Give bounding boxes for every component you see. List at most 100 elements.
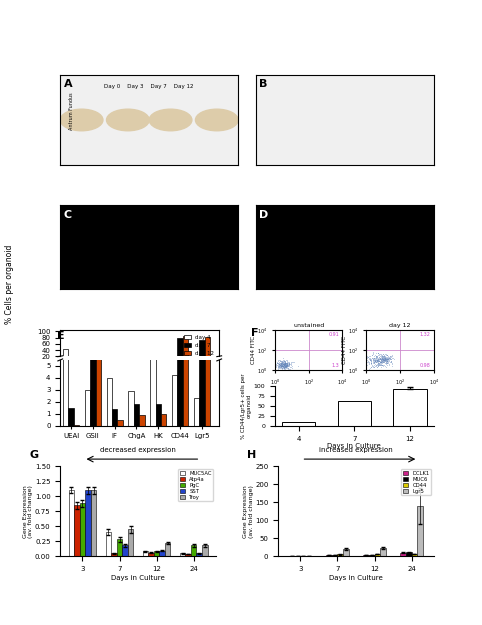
Point <box>363 351 371 361</box>
Point <box>281 359 288 369</box>
Text: 1.3: 1.3 <box>331 363 339 368</box>
Bar <box>202 546 208 556</box>
Point <box>382 358 389 368</box>
Point <box>286 357 294 367</box>
Point <box>280 358 288 368</box>
Bar <box>107 378 112 426</box>
Point <box>376 357 384 367</box>
Point <box>363 357 371 367</box>
Point <box>386 351 394 361</box>
Point <box>375 356 383 366</box>
Point <box>381 352 389 362</box>
Point <box>379 351 387 361</box>
Point <box>378 357 386 367</box>
Point <box>383 357 391 367</box>
Point <box>383 352 391 362</box>
Point <box>384 357 391 367</box>
Text: C: C <box>64 209 72 219</box>
Point <box>280 357 288 367</box>
Point <box>279 361 287 371</box>
Bar <box>128 529 134 556</box>
Point <box>279 361 287 371</box>
Point <box>367 359 375 369</box>
Point <box>377 362 385 372</box>
Bar <box>197 553 202 556</box>
Point <box>382 357 389 367</box>
Point <box>387 353 394 363</box>
Point <box>289 357 296 367</box>
Point <box>381 361 388 371</box>
Point <box>366 351 374 361</box>
Point <box>375 356 383 366</box>
Bar <box>204 0 210 426</box>
Point <box>387 357 394 367</box>
Point <box>281 359 288 369</box>
Point <box>382 353 390 363</box>
Point <box>280 363 287 373</box>
Point <box>276 360 283 370</box>
Bar <box>74 424 80 426</box>
Point <box>368 353 375 363</box>
Point <box>375 352 383 362</box>
Point <box>371 353 378 363</box>
Bar <box>107 361 112 362</box>
Point <box>284 359 292 369</box>
Point <box>371 355 379 365</box>
Point <box>274 359 282 369</box>
Point <box>282 358 290 368</box>
Point <box>382 355 389 365</box>
Point <box>278 364 286 374</box>
Bar <box>63 0 68 426</box>
Point <box>284 361 292 371</box>
Point <box>283 362 291 372</box>
Point <box>277 359 285 369</box>
Point <box>367 358 375 368</box>
Point <box>285 359 293 369</box>
Y-axis label: CD44 FITC: CD44 FITC <box>342 336 347 364</box>
Point <box>373 352 381 362</box>
Point <box>285 359 293 369</box>
Point <box>280 359 287 369</box>
Y-axis label: Gene Expression
(av. fold change): Gene Expression (av. fold change) <box>23 485 33 538</box>
Point <box>372 357 380 367</box>
Point <box>376 357 384 367</box>
Point <box>372 356 380 366</box>
Point <box>375 353 382 363</box>
Point <box>383 354 391 364</box>
Point <box>362 354 370 364</box>
Point <box>278 362 286 372</box>
Point <box>383 356 390 366</box>
Point <box>277 359 285 369</box>
Point <box>369 358 376 368</box>
Point <box>375 358 383 368</box>
Point <box>275 355 283 365</box>
Point <box>279 361 286 371</box>
Point <box>380 356 388 366</box>
Point <box>375 354 383 364</box>
Point <box>365 354 373 364</box>
Point <box>374 351 381 361</box>
Point <box>281 358 289 368</box>
Point <box>279 357 287 367</box>
Point <box>372 360 380 370</box>
Point <box>281 361 289 371</box>
Point <box>383 356 390 366</box>
Point <box>278 357 286 367</box>
Point <box>370 357 377 367</box>
Point <box>389 352 397 362</box>
Point <box>382 351 389 361</box>
Point <box>371 354 378 364</box>
Point <box>375 351 382 361</box>
Point <box>278 362 285 372</box>
Point <box>284 360 292 370</box>
Point <box>370 365 378 375</box>
Point <box>384 357 391 367</box>
Point <box>382 354 390 364</box>
Point <box>280 361 288 371</box>
Point <box>374 359 381 369</box>
Circle shape <box>149 109 192 131</box>
Bar <box>375 554 380 556</box>
Point <box>374 348 382 358</box>
Point <box>273 359 281 369</box>
Point <box>381 349 389 359</box>
